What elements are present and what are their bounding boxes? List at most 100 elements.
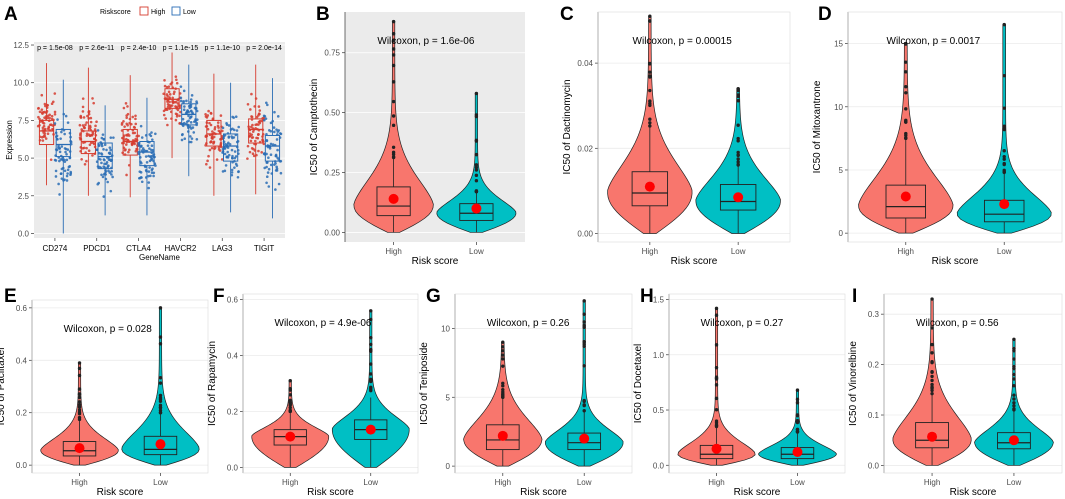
y-tick-label: 0.3 (868, 310, 880, 319)
jitter-point (81, 124, 85, 127)
outlier-point (904, 120, 908, 124)
jitter-point (57, 182, 60, 186)
jitter-point (251, 130, 255, 133)
jitter-point (231, 154, 234, 158)
y-tick-label: 0.0 (16, 461, 28, 470)
jitter-point (233, 150, 237, 153)
jitter-point (38, 110, 42, 114)
jitter-point (63, 169, 67, 173)
wilcoxon-label: Wilcoxon, p = 4.9e-06 (275, 318, 372, 329)
box (631, 171, 669, 207)
jitter-point (271, 143, 275, 146)
outlier-point (930, 382, 934, 387)
jitter-point (207, 109, 210, 113)
jitter-point (174, 75, 178, 78)
y-tick-label: 0.00 (324, 228, 340, 237)
y-tick-label: 10 (441, 324, 450, 333)
jitter-point (206, 159, 209, 163)
panel-letter: F (213, 286, 225, 307)
outlier-point (1012, 407, 1016, 411)
jitter-point (204, 112, 207, 116)
outlier-point (1012, 364, 1016, 369)
panel-g: G 0 5 10 High Low Wilcoxon, p = 0.26 Risk score… (419, 286, 633, 498)
outlier-point (648, 14, 652, 18)
outlier-point (77, 402, 82, 407)
jitter-point (140, 161, 143, 165)
jitter-point (81, 105, 85, 109)
jitter-point (217, 148, 221, 151)
jitter-point (209, 123, 213, 127)
jitter-point (189, 100, 192, 104)
jitter-point (138, 170, 142, 173)
outlier-point (288, 398, 292, 403)
outlier-point (158, 393, 163, 398)
jitter-point (120, 121, 124, 125)
x-tick-label: Low (1007, 478, 1022, 487)
p-value-label: p = 1.1e-15 (163, 45, 199, 52)
mean-marker (74, 443, 85, 454)
jitter-point (228, 143, 232, 146)
outlier-point (582, 299, 586, 303)
jitter-point (40, 93, 44, 97)
jitter-point (41, 126, 45, 130)
jitter-point (147, 154, 150, 158)
y-tick-label: 15 (834, 40, 843, 49)
y-tick-label: 0 (446, 462, 451, 471)
outlier-point (930, 385, 934, 389)
outlier-point (501, 357, 505, 361)
y-tick-label: 0.75 (324, 49, 340, 58)
jitter-point (63, 178, 66, 181)
outlier-point (1012, 404, 1016, 408)
mean-marker (927, 431, 938, 442)
box (719, 184, 757, 211)
jitter-point (152, 174, 155, 178)
jitter-point (151, 138, 154, 141)
jitter-point (103, 158, 106, 162)
x-axis-title: Risk score (950, 487, 997, 498)
jitter-point (162, 92, 165, 96)
jitter-point (269, 153, 273, 157)
jitter-point (133, 131, 137, 135)
panel-i: I 0.0 0.1 0.2 0.3 High Low Wilcoxon, p = 0.56 Ri… (848, 286, 1063, 498)
jitter-point (123, 125, 126, 128)
jitter-point (132, 125, 136, 129)
jitter-point (128, 148, 131, 152)
jitter-point (91, 154, 94, 157)
outlier-point (369, 317, 373, 322)
jitter-point (69, 170, 73, 174)
jitter-point (278, 132, 282, 135)
jitter-point (56, 118, 59, 121)
jitter-point (102, 148, 105, 151)
jitter-point (265, 152, 268, 156)
outlier-point (391, 53, 396, 57)
jitter-point (249, 108, 252, 111)
jitter-point (277, 182, 281, 186)
jitter-point (85, 121, 88, 124)
outlier-point (501, 345, 505, 349)
outlier-point (474, 163, 479, 167)
x-tick-label: High (282, 478, 298, 487)
outlier-point (369, 377, 373, 382)
jitter-point (101, 175, 105, 179)
mean-marker (285, 431, 296, 442)
outlier-point (714, 365, 719, 370)
jitter-point (163, 79, 166, 82)
jitter-point (231, 115, 234, 119)
jitter-point (179, 85, 183, 88)
jitter-point (264, 117, 268, 120)
jitter-point (262, 118, 266, 122)
jitter-point (65, 153, 68, 156)
outlier-point (930, 342, 934, 347)
jitter-point (230, 171, 234, 174)
box (997, 432, 1031, 450)
jitter-point (234, 115, 238, 119)
jitter-point (268, 129, 271, 132)
jitter-point (140, 136, 144, 139)
jitter-point (63, 132, 66, 136)
jitter-point (224, 164, 228, 167)
outlier-point (1002, 124, 1006, 128)
mean-marker (792, 447, 803, 458)
jitter-point (54, 175, 58, 178)
outlier-point (288, 405, 292, 410)
outlier-point (1002, 154, 1006, 159)
